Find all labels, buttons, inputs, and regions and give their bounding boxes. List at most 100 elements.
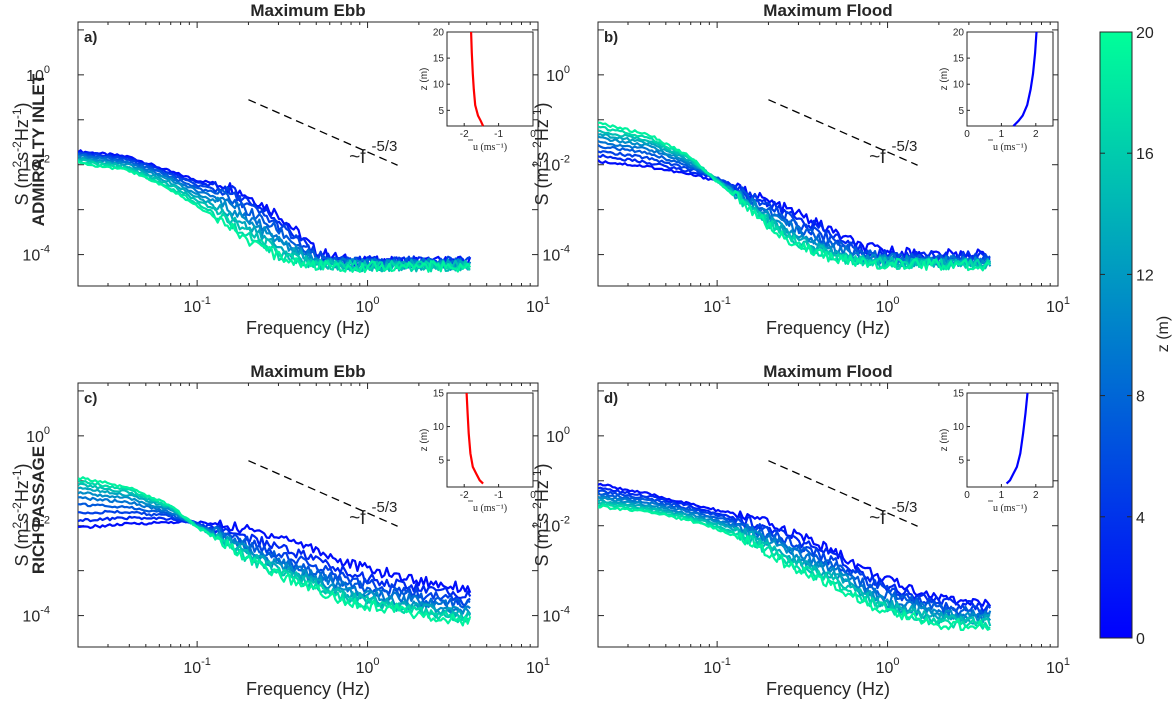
series-line — [78, 515, 472, 600]
x-tick-label-exponent: 0 — [893, 295, 899, 307]
x-tick-label: 10-1 — [183, 656, 211, 677]
x-tick-label: 100 — [876, 295, 900, 316]
y-axis-label-part: -1 — [530, 108, 544, 119]
series-line — [78, 502, 471, 609]
x-tick-label-exponent: -1 — [721, 656, 731, 668]
inset-y-axis-label: z (m) — [419, 68, 430, 91]
y-axis-label-part: S (m — [532, 168, 552, 206]
inset-velocity-profile: 0 1 2 5 10 15 20 u (ms⁻¹) z (m) — [939, 28, 1054, 153]
inset-y-axis-label: z (m) — [939, 68, 950, 91]
colorbar-tick-label: 8 — [1136, 389, 1145, 406]
slope-label-exponent: -5/3 — [372, 499, 398, 516]
x-tick-label-exponent: 0 — [373, 295, 379, 307]
y-tick-label: 10-4 — [542, 605, 570, 626]
ticks — [597, 383, 1058, 647]
series-group — [78, 149, 472, 274]
y-axis-label-part: Hz — [532, 119, 552, 141]
panel-title: Maximum Flood — [763, 1, 892, 20]
inset-x-tick-label: -2 — [460, 129, 469, 140]
slope-guide-line — [248, 460, 398, 527]
y-axis-label-part: -1 — [10, 469, 24, 480]
series-group — [78, 476, 472, 627]
inset-x-tick-label: -1 — [494, 129, 503, 140]
colorbar-tick-label: 12 — [1136, 267, 1154, 284]
series-line — [598, 153, 991, 263]
x-tick-label-exponent: 1 — [1064, 656, 1070, 668]
y-axis-label-part: Hz — [12, 480, 32, 502]
y-axis-label-part: ) — [532, 102, 552, 108]
y-tick-label-exponent: -2 — [40, 515, 50, 527]
x-tick-label: 101 — [1046, 656, 1070, 677]
series-line — [78, 509, 471, 606]
x-tick-label: 100 — [876, 656, 900, 677]
slope-guide-line — [768, 460, 918, 527]
inset-x-tick-label: 1 — [999, 129, 1005, 140]
y-axis-label-part: -2 — [530, 141, 544, 152]
inset-y-tick-label: 10 — [953, 80, 965, 91]
y-tick-label-exponent: 0 — [564, 64, 570, 76]
inset-x-tick-label: -2 — [460, 490, 469, 501]
y-tick-label-exponent: -4 — [40, 244, 50, 256]
inset-profile-line — [470, 31, 485, 127]
y-axis-label-part: Hz — [532, 480, 552, 502]
x-tick-label-exponent: -1 — [201, 656, 211, 668]
ticks — [77, 22, 538, 286]
y-axis-label-part: ) — [12, 102, 32, 108]
x-tick-label: 10-1 — [703, 295, 731, 316]
y-tick-label-exponent: -2 — [560, 154, 570, 166]
inset-y-tick-label: 10 — [433, 422, 445, 433]
inset-x-tick-label: 2 — [1033, 490, 1039, 501]
series-line — [598, 486, 991, 613]
x-tick-label: 100 — [356, 656, 380, 677]
x-tick-label-exponent: -1 — [721, 295, 731, 307]
x-axis-label: Frequency (Hz) — [246, 679, 370, 699]
y-axis-label-part: -2 — [530, 502, 544, 513]
x-axis-label: Frequency (Hz) — [246, 318, 370, 338]
series-line — [78, 519, 472, 594]
colorbar-gradient — [1099, 31, 1133, 639]
inset-y-tick-label: 20 — [953, 28, 965, 39]
inset-y-tick-label: 10 — [953, 422, 965, 433]
inset-velocity-profile: 0 1 2 5 10 15 u (ms⁻¹) z (m) — [939, 389, 1054, 514]
x-tick-label-exponent: 1 — [544, 295, 550, 307]
inset-y-axis-label: z (m) — [939, 429, 950, 452]
slope-guide-line — [248, 99, 398, 166]
inset-y-tick-label: 15 — [433, 54, 445, 65]
y-tick-label: 10-4 — [22, 244, 50, 265]
series-line — [78, 486, 471, 621]
y-axis-label-part: ) — [532, 463, 552, 469]
x-tick-label-exponent: 1 — [1064, 295, 1070, 307]
colorbar-tick-label: 16 — [1136, 146, 1154, 163]
inset-plot-area — [966, 31, 1054, 127]
y-axis-label-part: s — [12, 513, 32, 522]
slope-label-exponent: -5/3 — [892, 499, 918, 516]
inset-velocity-profile: -2 -1 0 5 10 15 20 u (ms⁻¹) z (m) — [419, 28, 536, 154]
y-tick-label-exponent: 0 — [44, 64, 50, 76]
panel-title: Maximum Ebb — [250, 1, 365, 20]
panel-letter: c) — [84, 390, 97, 407]
y-axis-label-part: -2 — [10, 502, 24, 513]
inset-x-axis-label: u (ms⁻¹) — [473, 503, 507, 514]
ticks — [77, 383, 538, 647]
y-axis-label: S (m2s-2Hz-1) — [10, 463, 32, 566]
colorbar-ticks: 0 4 8 12 16 20 — [1100, 25, 1154, 648]
slope-label-exponent: -5/3 — [372, 138, 398, 155]
x-tick-label: 101 — [1046, 295, 1070, 316]
y-axis-label-part: 2 — [530, 522, 544, 529]
y-axis-label-part: 2 — [530, 161, 544, 168]
inset-y-tick-label: 15 — [433, 389, 445, 400]
colorbar-tick-label: 0 — [1136, 631, 1145, 648]
x-tick-label-exponent: 1 — [544, 656, 550, 668]
inset-plot-area — [966, 392, 1054, 488]
inset-x-tick-label: 0 — [530, 129, 536, 140]
y-axis-label-part: S (m — [12, 168, 32, 206]
y-tick-label: 10-4 — [542, 244, 570, 265]
inset-plot-area — [446, 392, 534, 488]
y-tick-label: 100 — [26, 425, 50, 446]
series-line — [598, 482, 992, 607]
x-tick-label: 101 — [526, 295, 550, 316]
